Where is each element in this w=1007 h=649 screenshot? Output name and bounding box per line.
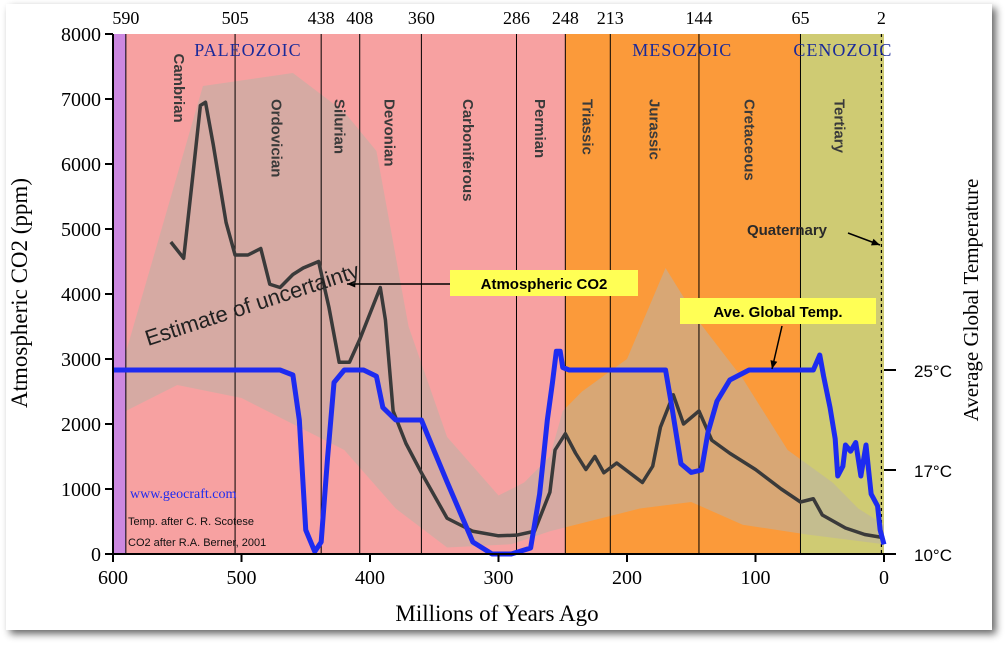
y-tick-label-8: 8000 (61, 24, 101, 46)
temperature-series-line (113, 348, 887, 557)
co2-uncertainty-envelope (125, 73, 885, 548)
period-label-9: Tertiary (830, 99, 847, 154)
boundary-label-8: 144 (685, 8, 712, 28)
temp-callout-label: Ave. Global Temp. (713, 304, 842, 321)
quaternary-label: Quaternary (747, 222, 828, 239)
temp-arrow-head (770, 360, 778, 369)
x-tick-label-2: 400 (355, 567, 385, 589)
era-label-1: MESOZOIC (632, 40, 732, 60)
y-tick-label-4: 4000 (61, 284, 101, 306)
boundary-label-4: 360 (408, 8, 435, 28)
y-tick-label-6: 6000 (61, 154, 101, 176)
credit-co2-source: CO2 after R.A. Berner, 2001 (128, 537, 266, 549)
boundary-label-3: 408 (346, 8, 373, 28)
co2-arrow-head (347, 280, 356, 288)
callouts: Atmospheric CO2 Ave. Global Temp. Quaterna… (347, 222, 881, 370)
data-lines (113, 100, 887, 557)
boundary-label-2: 438 (308, 8, 335, 28)
era-label-2: CENOZOIC (793, 40, 892, 60)
y2-axis-title: Average Global Temperature (959, 179, 983, 422)
x-tick-label-0: 600 (98, 567, 128, 589)
credit-website: www.geocraft.com (130, 487, 236, 502)
credit-temperature-source: Temp. after C. R. Scotese (128, 516, 254, 528)
y2-tick-label-2: 10°C (914, 546, 952, 565)
y-tick-label-1: 1000 (61, 479, 101, 501)
y2-tick-label-0: 25°C (914, 362, 952, 381)
band-pre-cambrian (113, 34, 126, 554)
x-tick-label-3: 300 (484, 567, 514, 589)
x-axis-title: Millions of Years Ago (395, 601, 598, 626)
boundary-label-7: 213 (597, 8, 624, 28)
boundary-label-5: 286 (503, 8, 530, 28)
y-tick-label-7: 7000 (61, 89, 101, 111)
boundary-label-1: 505 (222, 8, 249, 28)
x-tick-label-4: 200 (612, 567, 642, 589)
y-axis-title: Atmospheric CO2 (ppm) (7, 178, 32, 408)
quaternary-arrow-head (871, 238, 880, 246)
boundary-label-0: 590 (112, 8, 139, 28)
era-label-0: PALEOZOIC (194, 40, 301, 60)
period-label-7: Jurassic (645, 99, 662, 160)
period-label-8: Cretaceous (740, 99, 757, 181)
period-label-2: Silurian (330, 99, 347, 154)
period-label-5: Permian (531, 99, 548, 158)
boundary-age-labels: 590 505 438 408 360 286 248 213 144 65 2 (112, 8, 886, 28)
period-labels: Cambrian Ordovician Silurian Devonian Carbon… (170, 54, 847, 202)
period-label-4: Carboniferous (459, 99, 476, 202)
boundary-label-6: 248 (552, 8, 579, 28)
uncertainty-bands (125, 73, 885, 548)
x-tick-label-1: 500 (227, 567, 257, 589)
co2-callout-box (450, 270, 638, 296)
y2-tick-label-1: 17°C (914, 462, 952, 481)
co2-series-line (169, 100, 885, 540)
y-tick-label-2: 2000 (61, 414, 101, 436)
y-tick-label-3: 3000 (61, 349, 101, 371)
y-tick-label-5: 5000 (61, 219, 101, 241)
x-tick-label-6: 0 (879, 567, 889, 589)
co2-callout-label: Atmospheric CO2 (481, 276, 608, 293)
boundary-label-9: 65 (791, 8, 809, 28)
period-label-3: Devonian (381, 99, 398, 167)
period-label-1: Ordovician (267, 99, 284, 177)
temp-callout-box (680, 298, 876, 324)
axes: 600 500 400 300 200 100 0010002000300040005000… (61, 24, 952, 589)
boundary-label-10: 2 (877, 8, 886, 28)
period-label-6: Triassic (578, 99, 595, 155)
x-tick-label-5: 100 (741, 567, 771, 589)
era-labels: PALEOZOIC MESOZOIC CENOZOIC (194, 40, 892, 60)
period-label-0: Cambrian (170, 54, 187, 123)
y-tick-label-0: 0 (91, 544, 101, 566)
